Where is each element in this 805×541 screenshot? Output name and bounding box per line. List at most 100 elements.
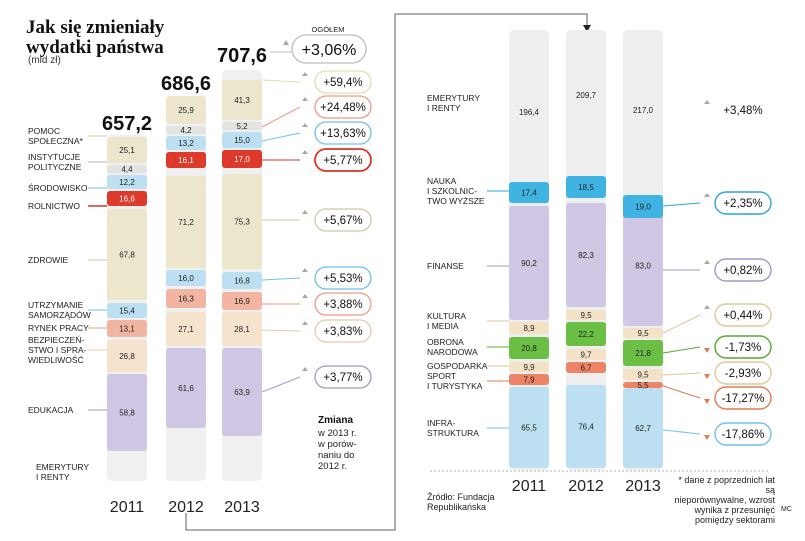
bar-segment xyxy=(222,292,262,310)
category-label: FINANSE xyxy=(427,261,464,271)
category-label: ROLNICTWO xyxy=(28,201,80,211)
data-label: 9,5 xyxy=(580,311,592,320)
data-label: 82,3 xyxy=(578,251,594,260)
bar-segment xyxy=(509,206,549,320)
bar-segment xyxy=(166,312,206,346)
category-label: ZDROWIE xyxy=(28,255,68,265)
up-arrow-icon xyxy=(283,40,289,45)
category-label: I MEDIA xyxy=(427,321,459,331)
up-arrow-icon xyxy=(302,97,308,101)
data-label: 9,5 xyxy=(637,329,649,338)
bar-segment xyxy=(623,340,663,366)
change-value: +3,83% xyxy=(323,326,362,338)
change-value: +5,53% xyxy=(323,273,362,285)
down-arrow-icon xyxy=(704,435,710,440)
change-value: +5,77% xyxy=(323,155,362,167)
change-caption-line: w porów- xyxy=(317,439,357,450)
bar-segment xyxy=(107,320,147,337)
total-change-pill xyxy=(291,34,367,64)
up-arrow-icon xyxy=(302,150,308,154)
leader-line xyxy=(662,202,701,207)
change-value: +0,82% xyxy=(723,265,762,277)
bar-segment xyxy=(509,387,549,468)
change-value: -1,73% xyxy=(725,342,761,354)
bar-segment xyxy=(166,126,206,134)
bar-segment xyxy=(566,176,606,198)
change-pill xyxy=(314,208,372,232)
up-arrow-icon xyxy=(302,210,308,214)
up-arrow-icon xyxy=(302,72,308,76)
data-label: 16,0 xyxy=(178,274,194,283)
bar-segment xyxy=(166,176,206,268)
year-label: 2012 xyxy=(568,478,604,495)
down-arrow-icon xyxy=(704,348,710,353)
up-arrow-icon xyxy=(704,193,710,197)
bar-segment xyxy=(222,312,262,346)
bar-segment xyxy=(509,362,549,372)
bar-segment xyxy=(166,136,206,150)
credit: MC xyxy=(781,506,792,513)
total-change-label: OGÓŁEM xyxy=(312,25,345,34)
data-label: 4,4 xyxy=(121,165,133,174)
bar-segment xyxy=(509,337,549,359)
data-label: 9,7 xyxy=(580,351,592,360)
category-label: STWO I SPRA- xyxy=(28,345,87,355)
bar-segment xyxy=(566,349,606,360)
bar-segment xyxy=(107,340,147,372)
bar-segment xyxy=(222,80,262,120)
data-label: 22,2 xyxy=(578,330,594,339)
data-label: 16,8 xyxy=(234,277,250,286)
bar-segment xyxy=(166,270,206,286)
total-change-value: +3,06% xyxy=(302,42,357,59)
bar-segment xyxy=(107,191,147,206)
data-label: 217,0 xyxy=(633,106,654,115)
category-label: I TURYSTYKA xyxy=(427,381,483,391)
data-label: 63,9 xyxy=(234,388,250,397)
bar-segment xyxy=(222,348,262,436)
change-pill xyxy=(314,95,372,119)
total-value: 657,2 xyxy=(102,113,152,135)
data-label: 27,1 xyxy=(178,325,194,334)
data-label: 13,1 xyxy=(119,325,135,334)
change-value: +5,67% xyxy=(323,215,362,227)
bar-segment xyxy=(222,174,262,269)
up-arrow-icon xyxy=(302,294,308,298)
data-label: 5,2 xyxy=(236,122,248,131)
data-label: 196,4 xyxy=(519,108,540,117)
data-label: 209,7 xyxy=(576,91,597,100)
bar-segment xyxy=(623,205,663,326)
change-pill xyxy=(314,121,372,145)
category-label: BEZPIECZEŃ- xyxy=(28,335,84,345)
year-label: 2011 xyxy=(512,478,547,495)
year-label: 2011 xyxy=(110,499,145,516)
change-pill xyxy=(714,258,772,282)
change-pill xyxy=(714,361,772,385)
leader-line xyxy=(261,277,301,281)
change-pill xyxy=(314,365,372,389)
category-label: OBRONA xyxy=(427,337,464,347)
change-pill xyxy=(314,70,372,94)
bar-segment xyxy=(623,388,663,468)
connector-arrow xyxy=(583,25,591,32)
change-pill xyxy=(714,422,772,446)
connector-line xyxy=(185,13,588,531)
data-label: 16,1 xyxy=(178,156,194,165)
category-label: STRUKTURA xyxy=(427,428,479,438)
data-label: 25,9 xyxy=(178,106,194,115)
up-arrow-icon xyxy=(704,100,710,104)
category-label: NAUKA xyxy=(427,176,457,186)
data-label: 19,0 xyxy=(635,203,651,212)
data-label: 61,6 xyxy=(178,384,194,393)
change-pill xyxy=(314,148,372,172)
change-pill xyxy=(314,292,372,316)
data-label: 62,7 xyxy=(635,424,651,433)
category-label: RYNEK PRACY xyxy=(28,323,89,333)
up-arrow-icon xyxy=(704,305,710,309)
data-label: 7,9 xyxy=(523,376,535,385)
leader-line xyxy=(261,79,301,83)
leader-line xyxy=(662,385,701,399)
year-label: 2013 xyxy=(224,499,260,516)
page-title: Jak się zmieniały wydatki państwa xyxy=(26,17,165,58)
category-label: EMERYTURY xyxy=(427,93,480,103)
data-label: 67,8 xyxy=(119,251,135,260)
